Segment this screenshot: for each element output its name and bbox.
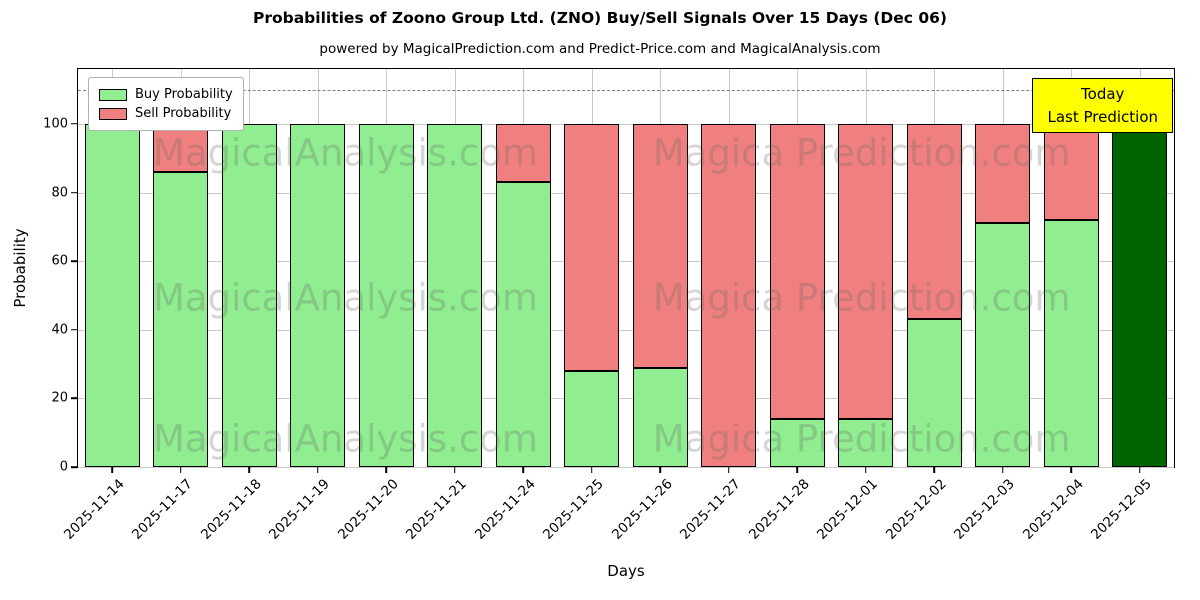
x-tick-mark — [385, 467, 388, 473]
legend-swatch-buy — [99, 88, 127, 101]
bar-sell — [769, 123, 825, 419]
y-tick-mark — [71, 466, 77, 468]
bar-buy — [632, 367, 688, 467]
x-tick-mark — [248, 467, 251, 473]
today-annotation: Today Last Prediction — [1032, 78, 1173, 133]
x-tick-label-text: 2025-11-25 — [540, 476, 608, 543]
gridline-horizontal — [78, 398, 1174, 400]
bar-buy — [838, 418, 894, 467]
x-tick-label-text: 2025-11-21 — [403, 476, 471, 543]
x-tick-label-text: 2025-12-04 — [1019, 476, 1087, 543]
gridline-horizontal — [78, 467, 1174, 468]
x-tick-mark — [796, 467, 799, 473]
x-tick-mark — [933, 467, 936, 473]
bar-buy-today — [1112, 123, 1168, 467]
x-tick-label-text: 2025-11-28 — [745, 476, 813, 543]
legend-item-sell: Sell Probability — [99, 106, 233, 121]
gridline-horizontal — [78, 261, 1174, 263]
bar-buy — [769, 418, 825, 467]
y-tick-label: 80 — [51, 185, 68, 201]
x-tick-label-text: 2025-12-02 — [882, 476, 950, 543]
bar-buy — [1043, 219, 1099, 467]
bar-sell — [1043, 123, 1099, 220]
x-tick-label-text: 2025-11-17 — [129, 476, 197, 543]
y-tick-label: 20 — [51, 390, 68, 406]
bar-buy — [564, 370, 620, 467]
chart-title: Probabilities of Zoono Group Ltd. (ZNO) … — [252, 9, 948, 27]
x-tick-mark — [590, 467, 593, 473]
y-tick-label: 40 — [51, 322, 68, 338]
bar-sell — [906, 123, 962, 320]
x-tick-mark — [1001, 467, 1004, 473]
chart-subtitle: powered by MagicalPrediction.com and Pre… — [319, 41, 881, 57]
legend-item-buy: Buy Probability — [99, 87, 233, 102]
x-tick-mark — [522, 467, 525, 473]
x-tick-mark — [659, 467, 662, 473]
x-tick-label-text: 2025-11-27 — [677, 476, 745, 543]
legend: Buy Probability Sell Probability — [88, 77, 244, 131]
x-tick-label-text: 2025-11-26 — [608, 476, 676, 543]
x-tick-mark — [864, 467, 867, 473]
bar-sell — [495, 123, 551, 183]
dashed-reference-line — [78, 89, 1174, 91]
x-tick-label-text: 2025-11-18 — [197, 476, 265, 543]
bar-buy — [221, 123, 277, 467]
gridline-horizontal — [78, 329, 1174, 331]
y-tick-label: 0 — [59, 459, 68, 475]
bar-buy — [427, 123, 483, 467]
bar-buy — [153, 171, 209, 467]
y-tick-mark — [71, 260, 77, 262]
y-axis-label: Probability — [11, 228, 29, 308]
y-tick-mark — [71, 328, 77, 331]
bar-sell — [701, 123, 757, 467]
x-tick-mark — [179, 467, 182, 473]
bar-buy — [290, 123, 346, 467]
today-annotation-line2: Last Prediction — [1047, 107, 1158, 126]
x-tick-mark — [1070, 467, 1073, 473]
bar-sell — [564, 123, 620, 371]
bar-buy — [975, 223, 1031, 467]
x-tick-label-text: 2025-12-01 — [814, 476, 882, 543]
bar-buy — [84, 123, 140, 467]
bar-buy — [906, 319, 962, 467]
y-tick-mark — [71, 191, 77, 194]
legend-label-sell: Sell Probability — [135, 106, 232, 121]
y-tick-label: 100 — [43, 116, 68, 132]
bar-sell — [838, 123, 894, 419]
x-axis-label: Days — [607, 562, 645, 580]
x-tick-mark — [111, 467, 114, 473]
x-tick-label-text: 2025-12-03 — [951, 476, 1019, 543]
plot-area: Buy Probability Sell Probability Today L… — [43, 68, 1175, 543]
x-tick-label-text: 2025-11-19 — [266, 476, 334, 543]
legend-swatch-sell — [99, 107, 127, 120]
bar-buy — [495, 182, 551, 467]
gridline-horizontal — [78, 123, 1174, 125]
bar-sell — [975, 123, 1031, 224]
x-tick-label-text: 2025-12-05 — [1088, 476, 1156, 543]
x-tick-mark — [453, 467, 456, 473]
legend-label-buy: Buy Probability — [135, 87, 233, 102]
bar-sell — [632, 123, 688, 368]
x-tick-label-text: 2025-11-20 — [334, 476, 402, 543]
y-tick-mark — [71, 123, 77, 125]
x-tick-mark — [1138, 467, 1141, 473]
x-tick-label-text: 2025-11-24 — [471, 476, 539, 543]
x-tick-mark — [316, 467, 319, 473]
y-tick-label: 60 — [51, 253, 68, 269]
x-tick-mark — [727, 467, 730, 473]
gridline-horizontal — [78, 192, 1174, 194]
bar-buy — [358, 123, 414, 467]
y-tick-mark — [71, 397, 77, 400]
bar-sell — [153, 123, 209, 172]
today-annotation-line1: Today — [1081, 85, 1125, 103]
x-tick-label-text: 2025-11-14 — [60, 476, 128, 543]
